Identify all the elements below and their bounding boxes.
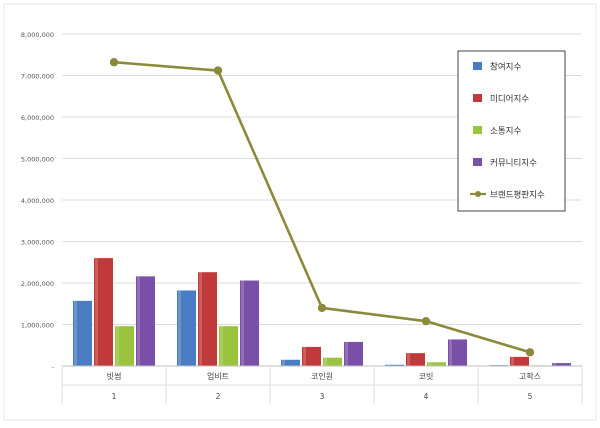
legend-label: 참여지수 — [490, 62, 521, 73]
brand-line — [109, 58, 535, 357]
x-category-label: 업비트 — [207, 372, 229, 381]
bar — [406, 353, 425, 366]
x-axis: 빗썸 1 업비트 2 코인원 3 코빗 4 고팍스 5 — [61, 365, 583, 404]
bar — [94, 258, 113, 366]
legend-swatch — [473, 158, 482, 166]
bar — [219, 326, 238, 366]
legend-label: 미디어지수 — [490, 94, 529, 105]
x-category-label: 고팍스 — [519, 371, 541, 381]
y-tick-label: 6,000,000 — [21, 114, 54, 122]
x-category-label: 빗썸 — [107, 372, 122, 381]
y-tick-label: - — [52, 363, 55, 371]
legend-label: 브랜드평판지수 — [490, 190, 545, 201]
bar — [136, 276, 155, 366]
legend-swatch — [473, 94, 482, 102]
x-category-label: 코인원 — [311, 371, 333, 381]
bar-highlight — [511, 356, 514, 366]
y-tick-label: 8,000,000 — [21, 31, 54, 39]
y-tick-label: 5,000,000 — [21, 156, 54, 164]
bar — [427, 362, 446, 366]
legend-label: 소통지수 — [490, 127, 521, 137]
y-tick-label: 1,000,000 — [21, 322, 54, 330]
bar-highlight — [303, 346, 306, 366]
line-point — [421, 316, 431, 326]
bars — [73, 258, 571, 366]
bar-highlight — [241, 280, 244, 366]
legend-swatch — [473, 62, 482, 70]
bar — [115, 326, 134, 366]
y-axis-ticks: - 1,000,000 2,000,000 3,000,000 4,000,000 5,0… — [21, 31, 55, 371]
bar — [240, 280, 259, 366]
bar — [552, 363, 571, 366]
y-tick-label: 3,000,000 — [21, 239, 54, 247]
line-point — [109, 58, 119, 67]
bar-highlight — [116, 326, 119, 366]
bar-highlight — [553, 363, 556, 366]
y-tick-label: 2,000,000 — [21, 280, 54, 288]
bar-highlight — [428, 362, 431, 366]
bar — [177, 290, 196, 366]
x-category-number: 4 — [424, 392, 429, 401]
bar — [344, 341, 363, 366]
line-point — [213, 66, 223, 75]
x-category-number: 2 — [216, 392, 221, 401]
x-category-label: 코빗 — [419, 372, 434, 381]
legend-label: 커뮤니티지수 — [490, 158, 537, 169]
bar — [302, 346, 321, 366]
bar — [73, 300, 92, 366]
bar-highlight — [345, 341, 348, 366]
legend-swatch — [473, 126, 482, 134]
bar-highlight — [95, 258, 98, 366]
x-category-number: 1 — [112, 392, 117, 401]
bar — [198, 272, 217, 366]
bar-highlight — [74, 300, 77, 366]
x-category-number: 5 — [528, 392, 533, 401]
legend-line-marker — [475, 191, 481, 197]
y-tick-label: 7,000,000 — [21, 73, 54, 81]
bar — [323, 357, 342, 366]
bar — [385, 364, 404, 366]
y-tick-label: 4,000,000 — [21, 197, 54, 205]
bar-highlight — [137, 276, 140, 366]
line-point — [525, 348, 535, 357]
x-category-number: 3 — [320, 392, 325, 401]
bar-highlight — [386, 364, 389, 366]
bar-highlight — [220, 326, 223, 366]
bar-highlight — [449, 339, 452, 366]
bar-highlight — [282, 359, 285, 366]
bar — [281, 359, 300, 366]
bar — [510, 356, 529, 366]
bar-highlight — [324, 357, 327, 366]
bar — [448, 339, 467, 366]
bar-highlight — [199, 272, 202, 366]
bar-highlight — [178, 290, 181, 366]
line-point — [317, 303, 327, 313]
bar-highlight — [407, 353, 410, 366]
